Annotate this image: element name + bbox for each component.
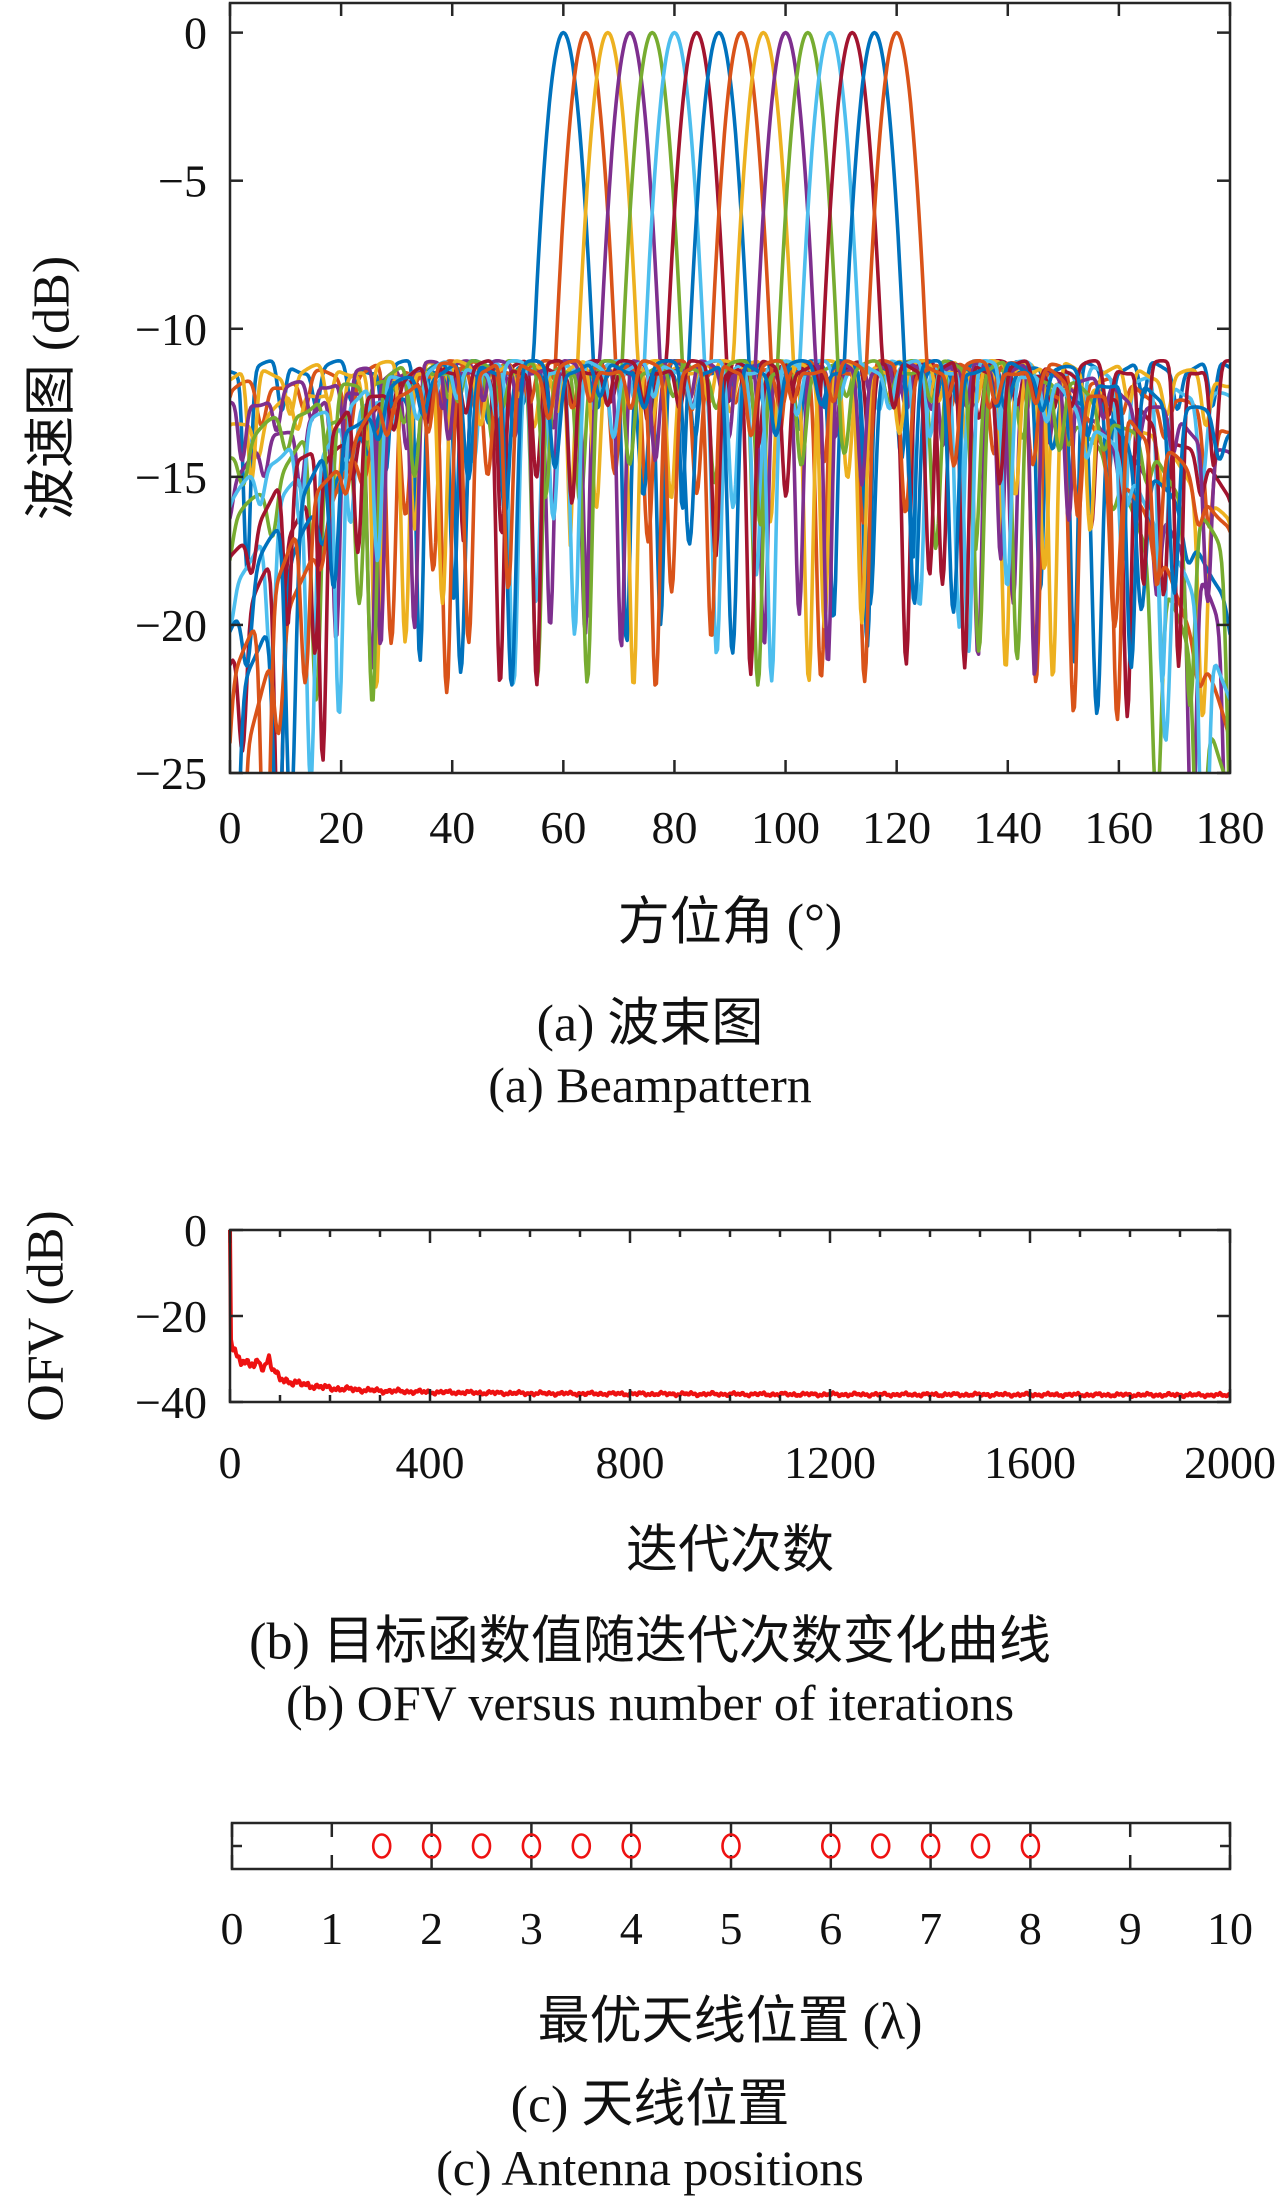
x-tick-label-b: 2000 bbox=[1184, 1437, 1276, 1488]
beam-curve-116 bbox=[230, 30, 1230, 773]
x-tick-label-c: 1 bbox=[320, 1903, 343, 1954]
x-tick-label-a: 0 bbox=[219, 802, 242, 853]
x-tick-label-b: 400 bbox=[396, 1437, 465, 1488]
axis-label-x-antenna-positions: 最优天线位置 (λ) bbox=[537, 1993, 923, 2051]
antenna-marker bbox=[820, 1833, 841, 1859]
x-tick-label-b: 800 bbox=[596, 1437, 665, 1488]
axis-label-x-iterations: 迭代次数 bbox=[625, 1522, 835, 1580]
y-tick-label-a: −5 bbox=[158, 156, 207, 207]
axis-label-y-beampattern: 波速图 (dB) bbox=[23, 255, 81, 521]
antenna-marker bbox=[920, 1833, 941, 1859]
x-tick-label-a: 180 bbox=[1196, 802, 1265, 853]
beampattern-curves bbox=[230, 30, 1230, 773]
x-tick-label-c: 5 bbox=[720, 1903, 743, 1954]
antenna-marker bbox=[571, 1833, 592, 1859]
antenna-marker bbox=[621, 1833, 642, 1859]
y-tick-label-b: 0 bbox=[184, 1205, 207, 1256]
axis-label-x-beampattern: 方位角 (°) bbox=[617, 894, 843, 952]
x-tick-label-c: 8 bbox=[1019, 1903, 1042, 1954]
caption-b-chinese: (b) 目标函数值随迭代次数变化曲线 bbox=[249, 1613, 1051, 1671]
beam-curve-112 bbox=[230, 30, 1230, 762]
x-tick-label-a: 120 bbox=[862, 802, 931, 853]
caption-b-english: (b) OFV versus number of iterations bbox=[285, 1675, 1015, 1731]
x-tick-label-c: 9 bbox=[1119, 1903, 1142, 1954]
caption-a-english: (a) Beampattern bbox=[488, 1057, 812, 1113]
beam-curve-108 bbox=[230, 30, 1230, 773]
x-tick-label-c: 10 bbox=[1207, 1903, 1253, 1954]
beam-curve-104 bbox=[230, 30, 1230, 773]
antenna-marker bbox=[1020, 1833, 1041, 1859]
x-tick-label-c: 4 bbox=[620, 1903, 643, 1954]
ofv-curve-group bbox=[228, 1230, 1230, 1400]
antenna-marker bbox=[721, 1833, 741, 1859]
y-tick-label-a: −20 bbox=[135, 600, 207, 651]
ofv-curve bbox=[228, 1230, 1230, 1400]
caption-a-chinese: (a) 波束图 bbox=[536, 995, 764, 1053]
y-tick-label-a: −25 bbox=[135, 748, 207, 799]
antenna-marker bbox=[471, 1833, 492, 1859]
antenna-marker bbox=[521, 1833, 542, 1859]
antenna-marker bbox=[421, 1833, 442, 1859]
x-tick-label-c: 6 bbox=[819, 1903, 842, 1954]
ofv-axes-box bbox=[228, 1228, 1232, 1404]
y-tick-label-a: −15 bbox=[135, 452, 207, 503]
y-tick-label-b: −40 bbox=[135, 1377, 207, 1428]
x-tick-label-a: 40 bbox=[429, 802, 475, 853]
antenna-marker bbox=[970, 1833, 991, 1859]
y-tick-label-a: 0 bbox=[184, 8, 207, 59]
x-tick-label-a: 20 bbox=[318, 802, 364, 853]
x-tick-label-c: 7 bbox=[919, 1903, 942, 1954]
beam-curve-120 bbox=[230, 30, 1230, 773]
x-tick-label-b: 1200 bbox=[784, 1437, 876, 1488]
x-tick-label-c: 3 bbox=[520, 1903, 543, 1954]
x-tick-label-a: 140 bbox=[973, 802, 1042, 853]
antenna-marker bbox=[371, 1833, 392, 1859]
x-tick-label-a: 60 bbox=[540, 802, 586, 853]
caption-c-english: (c) Antenna positions bbox=[436, 2140, 864, 2196]
x-tick-label-c: 0 bbox=[221, 1903, 244, 1954]
x-tick-label-c: 2 bbox=[420, 1903, 443, 1954]
caption-c-chinese: (c) 天线位置 bbox=[510, 2076, 790, 2134]
x-tick-label-a: 160 bbox=[1084, 802, 1153, 853]
beampattern-axes-box bbox=[228, 1, 1232, 775]
antenna-marker bbox=[870, 1833, 891, 1859]
x-tick-label-a: 80 bbox=[651, 802, 697, 853]
y-tick-label-b: −20 bbox=[135, 1291, 207, 1342]
axis-label-y-ofv: OFV (dB) bbox=[17, 1210, 75, 1422]
x-tick-label-a: 100 bbox=[751, 802, 820, 853]
antenna-markers bbox=[371, 1833, 1041, 1859]
x-tick-label-b: 0 bbox=[219, 1437, 242, 1488]
x-tick-label-b: 1600 bbox=[984, 1437, 1076, 1488]
y-tick-label-a: −10 bbox=[135, 304, 207, 355]
